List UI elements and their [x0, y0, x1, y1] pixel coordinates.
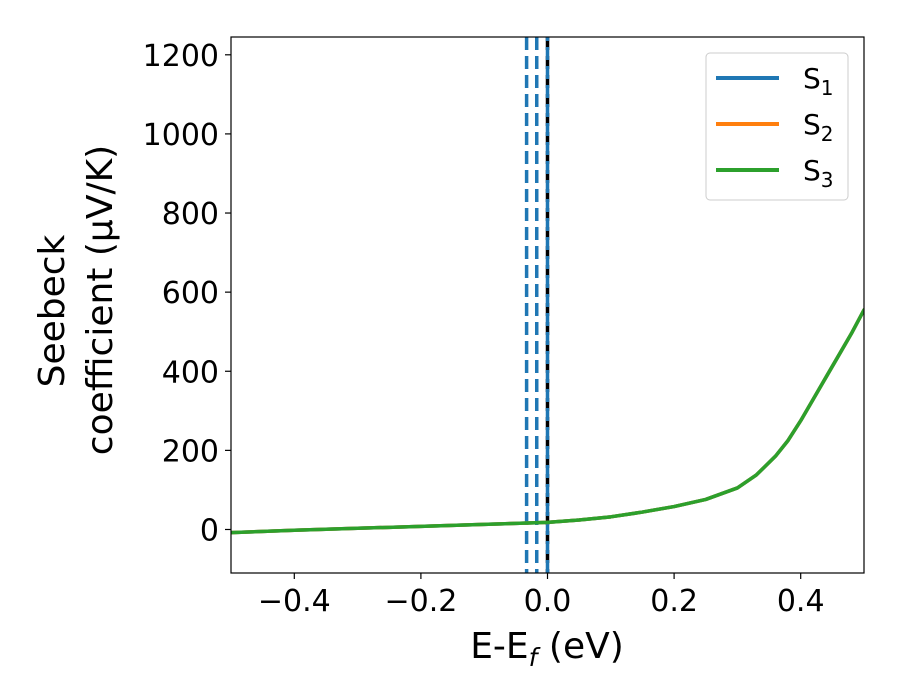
reference-lines [524, 37, 550, 573]
legend-label-s1: S1 [803, 62, 834, 100]
x-tick-label: 0.4 [777, 584, 825, 619]
legend-box [705, 52, 849, 201]
x-axis-label: E-Ef (eV) [470, 626, 624, 672]
y-tick-label: 200 [162, 434, 219, 469]
y-tick-label: 800 [162, 197, 219, 232]
x-tick-label: −0.4 [258, 584, 331, 619]
y-tick-label: 1200 [143, 39, 219, 74]
y-tick-label: 400 [162, 355, 219, 390]
y-tick-label: 1000 [143, 118, 219, 153]
x-axis-ticks: −0.4 −0.2 0.0 0.2 0.4 [258, 573, 825, 619]
y-tick-label: 0 [200, 513, 219, 548]
legend-label-s3: S3 [803, 154, 834, 192]
x-tick-label: −0.2 [384, 584, 457, 619]
legend-label-s2: S2 [803, 108, 834, 146]
series-line-s3 [231, 308, 864, 535]
x-tick-label: 0.0 [524, 584, 572, 619]
series-lines [231, 308, 864, 535]
y-axis-ticks: 0 200 400 600 800 1000 1200 [143, 39, 231, 548]
x-tick-label: 0.2 [650, 584, 698, 619]
y-tick-label: 600 [162, 276, 219, 311]
y-axis-label-line2: coefficient (μV/K) [80, 145, 121, 455]
legend: S1 S2 S3 [705, 52, 849, 201]
y-axis-label-line1: Seebeck [32, 234, 73, 387]
